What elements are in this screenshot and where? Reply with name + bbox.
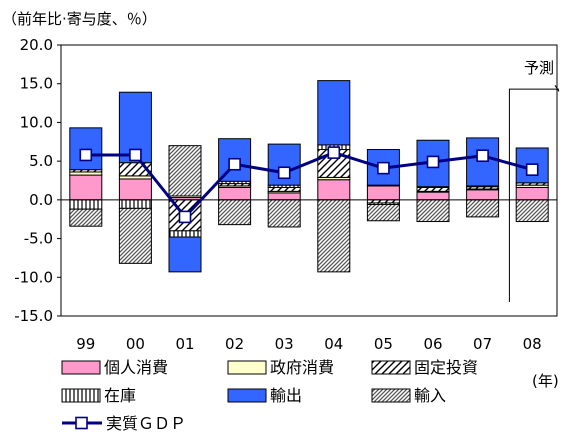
forecast-label: 予測 xyxy=(524,59,554,77)
bar-1-08 xyxy=(515,186,549,201)
legend-swatch-6 xyxy=(371,388,411,403)
bar-3-06 xyxy=(416,186,450,192)
bar-1-05 xyxy=(366,185,400,201)
x-unit-label: (年) xyxy=(532,372,559,390)
y-tick-label: 20.0 xyxy=(20,36,53,54)
y-tick-label: -5.0 xyxy=(24,230,53,248)
bar-5-01 xyxy=(168,236,202,273)
legend-label-1: 個人消費 xyxy=(104,358,168,377)
legend-label-3: 固定投資 xyxy=(414,358,478,377)
x-tick-label: 03 xyxy=(275,335,294,353)
bar-6-01 xyxy=(168,145,202,197)
y-tick-label: 5.0 xyxy=(29,152,53,170)
x-tick-label: 06 xyxy=(423,335,442,353)
gdp-point-08 xyxy=(525,163,539,176)
gdp-point-99 xyxy=(79,148,93,162)
forecast-bracket-tick xyxy=(554,84,560,92)
y-tick-label: -10.0 xyxy=(14,268,53,286)
x-tick-label: 07 xyxy=(473,335,492,353)
x-tick-label: 08 xyxy=(523,335,542,353)
bar-3-03 xyxy=(267,186,301,192)
bar-1-00 xyxy=(118,178,152,201)
y-tick-label: 15.0 xyxy=(20,75,53,93)
y-tick-label: 10.0 xyxy=(20,113,53,131)
y-tick-label: 0.0 xyxy=(29,191,53,209)
gdp-point-05 xyxy=(377,161,390,175)
bar-1-07 xyxy=(466,189,500,201)
gdp-point-04 xyxy=(327,146,341,159)
bar-4-01 xyxy=(168,230,202,238)
gdp-point-02 xyxy=(228,157,241,171)
bar-6-04 xyxy=(317,199,351,273)
bar-6-05 xyxy=(366,204,400,222)
x-tick-label: 99 xyxy=(76,335,95,353)
bar-1-06 xyxy=(416,191,450,201)
legend-swatch-5 xyxy=(227,388,267,403)
bar-4-00 xyxy=(118,199,152,209)
unit-label: （前年比·寄与度、％） xyxy=(2,10,157,28)
legend-label-6: 輸入 xyxy=(414,386,446,405)
bar-6-02 xyxy=(218,199,252,226)
bar-1-04 xyxy=(317,179,351,201)
axes: 20.0 15.0 10.0 5.0 0.0 -5.0 -10.0 -15.0 99 00 01 02… xyxy=(14,36,559,390)
plot-area: 予測 xyxy=(60,44,560,317)
x-tick-label: 00 xyxy=(126,335,145,353)
bar-1-02 xyxy=(218,186,252,201)
x-tick-label: 04 xyxy=(324,335,343,353)
bar-6-07 xyxy=(466,199,500,218)
x-tick-label: 05 xyxy=(374,335,393,353)
bar-6-06 xyxy=(416,199,450,223)
bar-1-03 xyxy=(267,192,301,201)
bar-1-99 xyxy=(69,174,103,201)
gdp-point-01 xyxy=(178,210,192,224)
gdp-point-03 xyxy=(277,166,291,180)
gdp-line xyxy=(85,151,533,220)
gdp-point-07 xyxy=(476,149,489,163)
gdp-point-06 xyxy=(426,155,440,169)
legend-label-2: 政府消費 xyxy=(270,358,334,377)
bar-4-99 xyxy=(69,199,103,210)
x-tick-label: 02 xyxy=(225,335,244,353)
legend-swatch-1 xyxy=(61,360,101,375)
bar-6-99 xyxy=(69,208,103,227)
x-tick-label: 01 xyxy=(175,335,194,353)
legend-swatch-2 xyxy=(227,360,267,375)
y-tick-label: -15.0 xyxy=(14,307,53,325)
bar-6-08 xyxy=(515,199,549,223)
legend-swatch-4 xyxy=(61,388,101,403)
legend-label-4: 在庫 xyxy=(104,386,136,405)
legend-label-gdp: 実質ＧＤＰ xyxy=(106,414,186,433)
bar-6-03 xyxy=(267,199,301,228)
gdp-point-00 xyxy=(129,148,142,162)
bar-5-04 xyxy=(317,80,351,146)
legend-label-5: 輸出 xyxy=(270,386,302,405)
legend-marker-gdp xyxy=(75,416,88,430)
forecast-bracket xyxy=(508,88,559,302)
bar-6-00 xyxy=(118,207,152,264)
legend-swatch-3 xyxy=(371,360,411,375)
